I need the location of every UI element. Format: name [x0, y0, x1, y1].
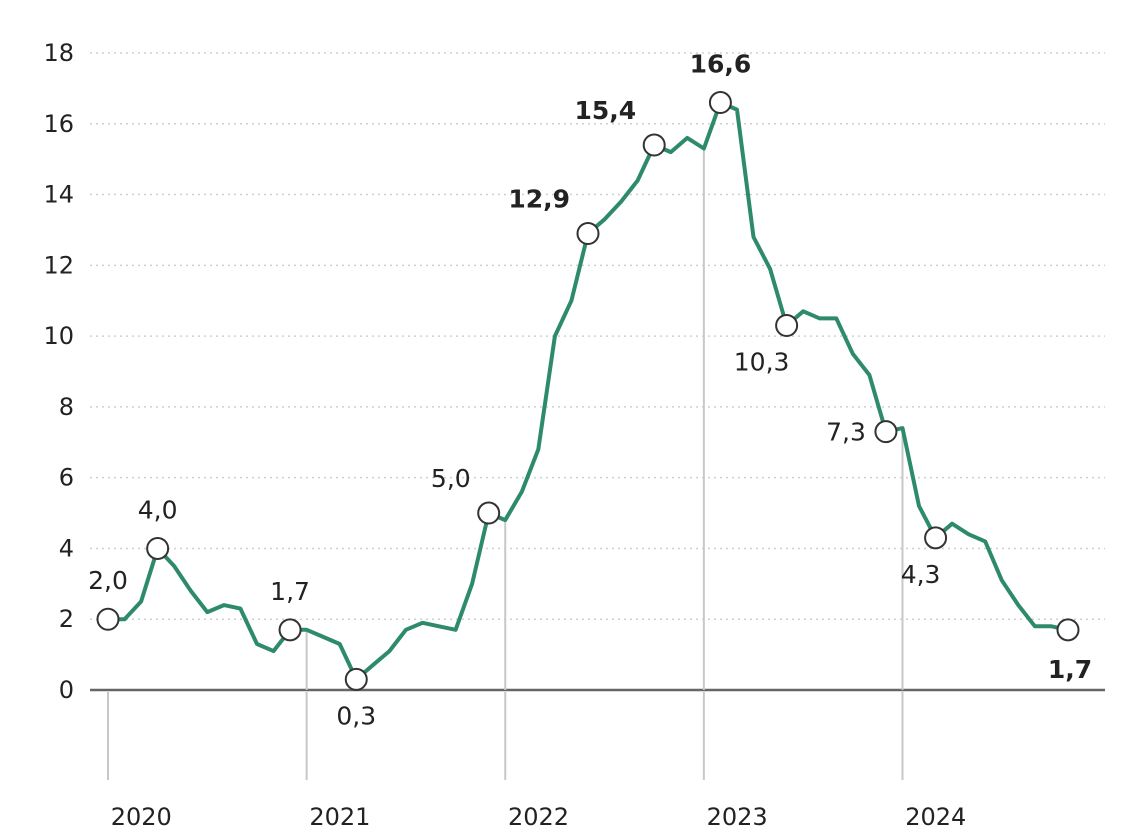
data-label: 16,6 [690, 50, 752, 79]
y-tick-label: 2 [59, 605, 74, 633]
data-label: 5,0 [431, 464, 471, 493]
highlight-points [96, 91, 1080, 691]
highlight-point [1056, 618, 1080, 642]
highlight-point [477, 501, 501, 525]
y-tick-label: 12 [43, 251, 74, 279]
y-tick-label: 0 [59, 676, 74, 704]
highlight-point [146, 536, 170, 560]
highlight-point [642, 133, 666, 157]
y-tick-label: 10 [43, 322, 74, 350]
data-label: 2,0 [88, 566, 128, 595]
x-axis-ticks: 2020 2021 2022 2023 2024 [111, 803, 967, 831]
data-label: 15,4 [575, 96, 637, 125]
data-label: 1,7 [270, 577, 310, 606]
data-label: 10,3 [734, 347, 790, 376]
grid-lines [90, 52, 1105, 692]
y-tick-label: 14 [43, 181, 74, 209]
highlight-point [344, 667, 368, 691]
highlight-point [708, 91, 732, 115]
y-tick-label: 16 [43, 110, 74, 138]
highlight-point [874, 420, 898, 444]
series-line [106, 100, 1070, 682]
highlight-point [278, 618, 302, 642]
x-tick-label: 2021 [309, 803, 370, 831]
highlight-point [96, 607, 120, 631]
y-tick-label: 18 [43, 39, 74, 67]
y-tick-label: 4 [59, 534, 74, 562]
x-tick-label: 2022 [508, 803, 569, 831]
data-label: 4,0 [138, 495, 178, 524]
highlight-point [775, 313, 799, 337]
highlight-point [924, 526, 948, 550]
data-label: 7,3 [826, 418, 866, 447]
x-tick-label: 2020 [111, 803, 172, 831]
x-tick-label: 2024 [905, 803, 966, 831]
data-labels: 2,0 4,0 1,7 0,3 5,0 12,9 15,4 16,6 10,3 7,3 4,3 1,7 [88, 50, 1092, 731]
y-axis-ticks: 0 2 4 6 8 10 12 14 16 18 [43, 39, 74, 704]
data-label: 12,9 [508, 184, 570, 213]
x-tick-label: 2023 [707, 803, 768, 831]
year-marker-lines [107, 148, 904, 780]
data-label: 1,7 [1048, 655, 1092, 684]
data-label: 0,3 [336, 701, 376, 730]
highlight-point [576, 221, 600, 245]
y-tick-label: 6 [59, 464, 74, 492]
data-label: 4,3 [901, 560, 941, 589]
series-line-layer [106, 100, 1070, 682]
y-tick-label: 8 [59, 393, 74, 421]
